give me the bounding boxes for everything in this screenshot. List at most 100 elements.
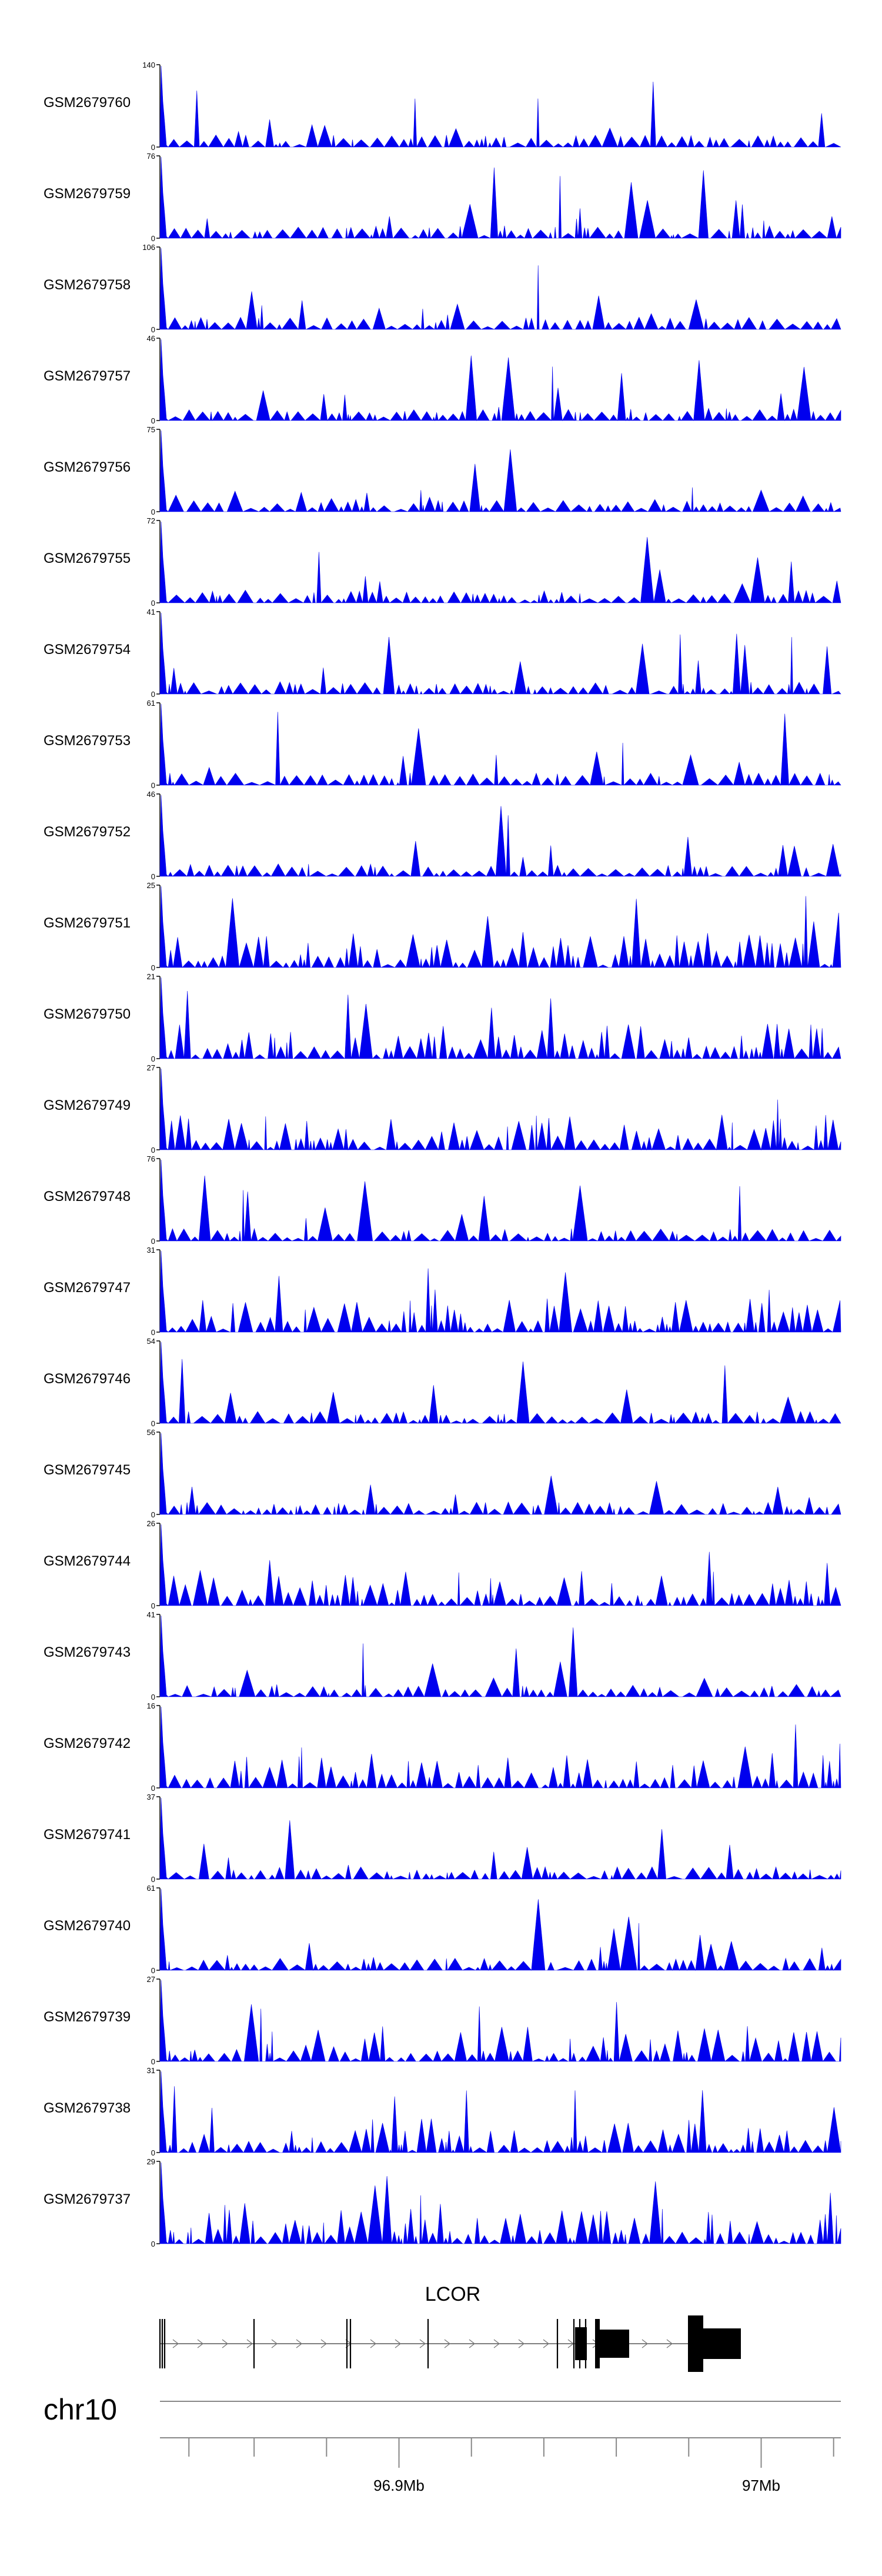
track-GSM2679758: GSM2679758 106 0 (44, 243, 841, 334)
track-label: GSM2679750 (44, 1006, 131, 1022)
y-min-label: 0 (151, 963, 155, 972)
y-min-label: 0 (151, 1693, 155, 1701)
y-min-label: 0 (151, 690, 155, 699)
chromosome-label: chr10 (44, 2393, 117, 2426)
coverage-area (159, 1615, 841, 1697)
y-min-label: 0 (151, 508, 155, 516)
coverage-area (159, 1250, 841, 1333)
y-max-label: 25 (147, 881, 155, 890)
coverage-area (159, 430, 841, 513)
track-GSM2679751: GSM2679751 25 0 (44, 881, 841, 972)
y-max-label: 75 (147, 425, 155, 434)
coverage-area (159, 977, 841, 1060)
coverage-area (159, 886, 841, 969)
track-label: GSM2679739 (44, 2009, 131, 2025)
coverage-area (159, 339, 841, 422)
exon-block (600, 2330, 629, 2358)
track-GSM2679740: GSM2679740 61 0 (44, 1884, 841, 1975)
strand-arrow (370, 2339, 377, 2348)
track-label: GSM2679742 (44, 1736, 131, 1751)
strand-arrow (222, 2339, 229, 2348)
track-label: GSM2679751 (44, 915, 131, 931)
track-GSM2679742: GSM2679742 16 0 (44, 1701, 841, 1793)
chromosome-axis: chr10 96.9Mb 97Mb (44, 2393, 841, 2494)
coverage-area (159, 1980, 841, 2063)
track-GSM2679752: GSM2679752 46 0 (44, 790, 841, 881)
track-GSM2679746: GSM2679746 54 0 (44, 1337, 841, 1428)
y-min-label: 0 (151, 2057, 155, 2066)
coverage-area (159, 1159, 841, 1242)
exon-block (688, 2315, 703, 2372)
track-label: GSM2679749 (44, 1097, 131, 1113)
y-max-label: 31 (147, 1246, 155, 1254)
y-min-label: 0 (151, 2240, 155, 2248)
track-GSM2679755: GSM2679755 72 0 (44, 516, 841, 608)
coverage-area (159, 1706, 841, 1789)
track-GSM2679748: GSM2679748 76 0 (44, 1154, 841, 1246)
track-label: GSM2679738 (44, 2100, 131, 2116)
y-max-label: 61 (147, 699, 155, 708)
y-min-label: 0 (151, 143, 155, 152)
y-max-label: 106 (142, 243, 155, 252)
y-max-label: 27 (147, 1975, 155, 1984)
track-label: GSM2679743 (44, 1644, 131, 1660)
y-min-label: 0 (151, 1328, 155, 1337)
coverage-tracks: GSM26797601400GSM2679759760GSM2679758106… (44, 61, 841, 2248)
track-GSM2679757: GSM2679757 46 0 (44, 334, 841, 425)
track-GSM2679754: GSM2679754 41 0 (44, 608, 841, 699)
strand-arrow (666, 2339, 673, 2348)
y-min-label: 0 (151, 234, 155, 243)
gene-model: LCOR (159, 2283, 741, 2372)
track-label: GSM2679760 (44, 95, 131, 111)
strand-arrow (419, 2339, 426, 2348)
y-max-label: 72 (147, 516, 155, 525)
track-label: GSM2679759 (44, 186, 131, 202)
track-GSM2679750: GSM2679750 21 0 (44, 972, 841, 1063)
y-min-label: 0 (151, 1419, 155, 1428)
track-label: GSM2679758 (44, 277, 131, 293)
y-max-label: 46 (147, 334, 155, 343)
coverage-area (159, 248, 841, 331)
y-max-label: 27 (147, 1063, 155, 1072)
y-min-label: 0 (151, 325, 155, 334)
track-label: GSM2679757 (44, 368, 131, 384)
coverage-area (159, 156, 841, 239)
coverage-area (159, 1888, 841, 1971)
track-label: GSM2679744 (44, 1553, 131, 1569)
coverage-area (159, 2071, 841, 2154)
y-min-label: 0 (151, 1601, 155, 1610)
y-max-label: 54 (147, 1337, 155, 1346)
coverage-area (159, 1433, 841, 1516)
y-max-label: 26 (147, 1519, 155, 1528)
track-GSM2679760: GSM2679760 140 0 (44, 61, 841, 152)
strand-arrow (246, 2339, 253, 2348)
y-min-label: 0 (151, 599, 155, 608)
strand-arrow (518, 2339, 525, 2348)
y-max-label: 21 (147, 972, 155, 981)
track-label: GSM2679741 (44, 1827, 131, 1843)
y-max-label: 31 (147, 2066, 155, 2075)
strand-arrow (197, 2339, 204, 2348)
track-label: GSM2679745 (44, 1462, 131, 1478)
track-label: GSM2679754 (44, 642, 131, 658)
strand-arrow (493, 2339, 500, 2348)
track-GSM2679756: GSM2679756 75 0 (44, 425, 841, 516)
track-GSM2679744: GSM2679744 26 0 (44, 1519, 841, 1610)
track-label: GSM2679756 (44, 459, 131, 475)
y-min-label: 0 (151, 416, 155, 425)
y-max-label: 37 (147, 1793, 155, 1801)
track-GSM2679738: GSM2679738 31 0 (44, 2066, 841, 2157)
y-max-label: 76 (147, 152, 155, 161)
y-min-label: 0 (151, 1784, 155, 1793)
track-GSM2679741: GSM2679741 37 0 (44, 1793, 841, 1884)
y-min-label: 0 (151, 2148, 155, 2157)
track-label: GSM2679755 (44, 550, 131, 566)
y-max-label: 140 (142, 61, 155, 69)
y-min-label: 0 (151, 1055, 155, 1063)
track-label: GSM2679740 (44, 1918, 131, 1934)
coordinate-label: 96.9Mb (373, 2477, 425, 2494)
y-max-label: 76 (147, 1154, 155, 1163)
coverage-area (159, 703, 841, 786)
y-min-label: 0 (151, 872, 155, 881)
